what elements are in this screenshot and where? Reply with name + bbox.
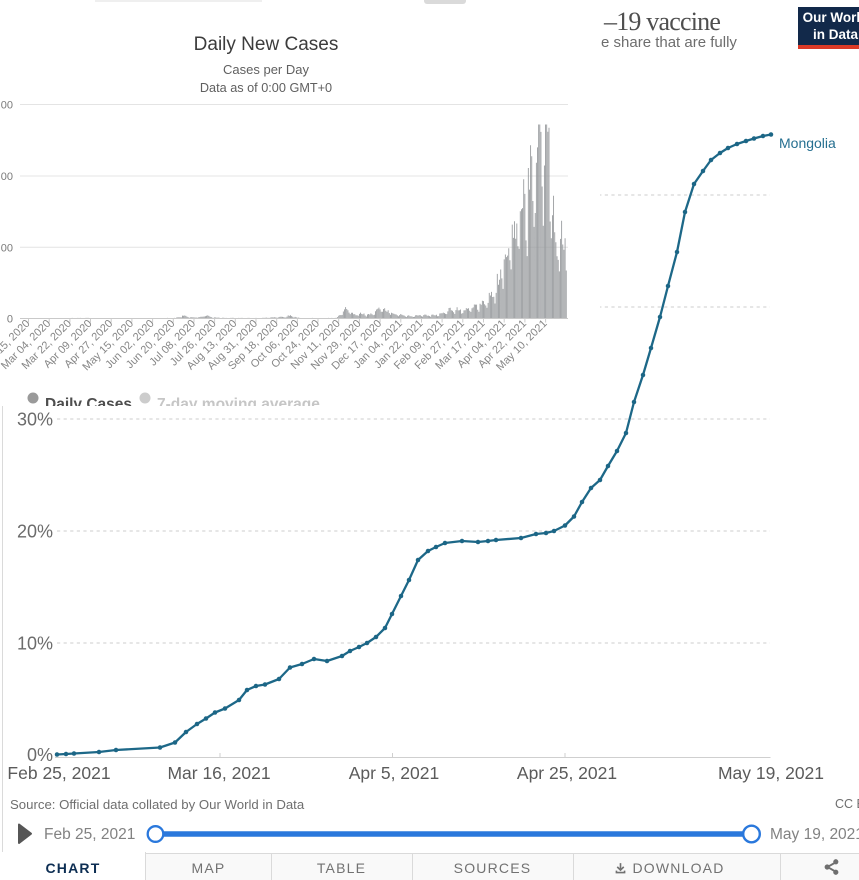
svg-text:Apr 25, 2021: Apr 25, 2021 bbox=[517, 763, 617, 783]
svg-text:7-day moving average: 7-day moving average bbox=[157, 396, 320, 406]
svg-text:00: 00 bbox=[1, 100, 13, 112]
svg-text:Mar 16, 2021: Mar 16, 2021 bbox=[167, 763, 270, 783]
svg-text:0: 0 bbox=[7, 314, 13, 326]
svg-text:May 19, 2021: May 19, 2021 bbox=[718, 763, 824, 783]
svg-text:Feb 25, 2021: Feb 25, 2021 bbox=[44, 826, 135, 843]
svg-text:Feb 25, 2021: Feb 25, 2021 bbox=[7, 763, 110, 783]
svg-text:Daily Cases: Daily Cases bbox=[45, 396, 132, 406]
svg-text:30%: 30% bbox=[17, 410, 53, 430]
svg-text:00: 00 bbox=[1, 242, 13, 254]
svg-text:10%: 10% bbox=[17, 634, 53, 654]
svg-text:0%: 0% bbox=[27, 745, 53, 765]
svg-text:00: 00 bbox=[1, 171, 13, 183]
svg-text:Mongolia: Mongolia bbox=[779, 135, 836, 151]
svg-text:May 19, 2021: May 19, 2021 bbox=[770, 826, 859, 843]
svg-text:Apr 5, 2021: Apr 5, 2021 bbox=[349, 763, 439, 783]
svg-text:20%: 20% bbox=[17, 522, 53, 542]
